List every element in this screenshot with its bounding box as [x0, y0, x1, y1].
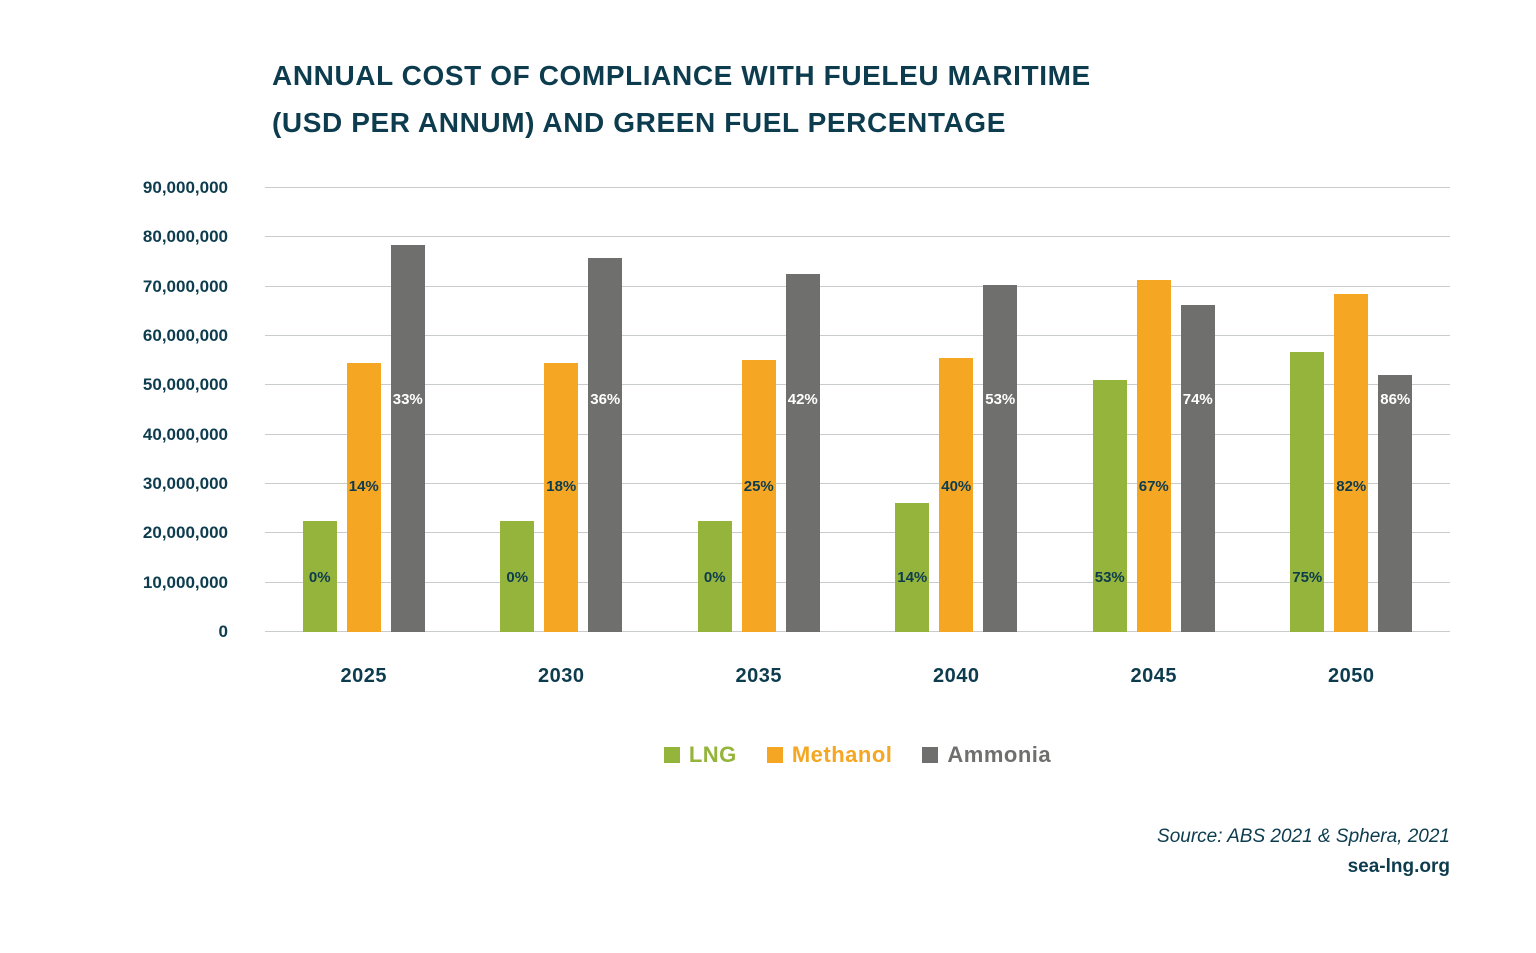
bar-lng-2030: 0% [500, 521, 535, 632]
legend-item-methanol: Methanol [766, 742, 893, 768]
green-fuel-pct-label: 40% [941, 478, 972, 495]
bar-group-2045: 53% 67% 74% [1055, 188, 1253, 632]
y-axis-tick-label: 30,000,000 [142, 474, 228, 493]
y-axis-tick-label: 50,000,000 [142, 375, 228, 395]
gridline [265, 384, 1450, 386]
legend-label: Ammonia [947, 742, 1052, 767]
gridline [265, 483, 1450, 484]
green-fuel-pct-label: 0% [308, 569, 331, 586]
bar-lng-2035: 0% [697, 521, 732, 632]
gridline [265, 532, 1450, 534]
bar-group-2030: 0% 18% 36% [463, 188, 661, 632]
source-block: Source: ABS 2021 & Sphera, 2021 sea-lng.… [1157, 826, 1450, 878]
legend-swatch-icon [663, 747, 680, 763]
source-text: Source: ABS 2021 & Sphera, 2021 [1157, 826, 1450, 847]
bar-lng-2025: 0% [302, 521, 337, 632]
green-fuel-pct-label: 53% [985, 391, 1016, 408]
bar-group-2035: 0% 25% 42% [660, 188, 858, 632]
x-axis-label-2050: 2050 [1328, 665, 1375, 687]
y-axis-tick-label: 40,000,000 [142, 424, 228, 444]
bar-lng-2050: 75% [1290, 351, 1325, 632]
bar-methanol-2050: 82% [1334, 293, 1369, 632]
chart-title-line2: (USD PER ANNUM) AND GREEN FUEL PERCENTAG… [272, 107, 1006, 138]
legend: LNG Methanol Ammonia [265, 742, 1450, 768]
bar-methanol-2035: 25% [741, 359, 776, 632]
chart-title: ANNUAL COST OF COMPLIANCE WITH FUELEU MA… [272, 52, 1091, 146]
bar-groups: 0% 14% 33% 0% 18% 36% 0% 25% 42% 14% 40% 53% 53% 67% 7… [265, 188, 1450, 632]
bar-ammonia-2035: 42% [785, 274, 820, 632]
y-axis-tick-label: 20,000,000 [142, 523, 228, 543]
x-axis-label-2040: 2040 [933, 665, 980, 687]
green-fuel-pct-label: 36% [590, 391, 621, 408]
green-fuel-pct-label: 0% [703, 569, 726, 586]
legend-label: Methanol [791, 742, 893, 767]
bar-group-2025: 0% 14% 33% [265, 188, 463, 632]
y-axis-tick-label: 70,000,000 [142, 276, 228, 296]
legend-item-lng: LNG [663, 742, 737, 768]
x-axis-label-2025: 2025 [340, 665, 387, 687]
x-axis: 2025 2030 2035 2040 2045 2050 [265, 632, 1450, 688]
gridline [265, 433, 1450, 435]
x-axis-label-2045: 2045 [1130, 665, 1177, 687]
bar-ammonia-2030: 36% [588, 258, 623, 632]
bar-lng-2045: 53% [1092, 380, 1127, 632]
y-axis: 0 10,000,000 20,000,000 30,000,000 40,000,00… [80, 178, 228, 641]
y-axis-tick-label: 80,000,000 [142, 227, 228, 247]
bar-methanol-2025: 14% [346, 363, 381, 632]
green-fuel-pct-label: 14% [348, 478, 379, 495]
bar-methanol-2045: 67% [1136, 280, 1171, 632]
bar-ammonia-2025: 33% [390, 244, 425, 632]
legend-label: LNG [688, 742, 737, 767]
gridline [265, 285, 1450, 287]
gridline [265, 187, 1450, 188]
green-fuel-pct-label: 67% [1138, 478, 1169, 495]
y-axis-tick-label: 0 [218, 622, 228, 641]
chart-title-line1: ANNUAL COST OF COMPLIANCE WITH FUELEU MA… [272, 60, 1091, 91]
green-fuel-pct-label: 18% [546, 478, 577, 495]
bar-methanol-2030: 18% [544, 363, 579, 632]
x-axis-label-2035: 2035 [735, 665, 782, 687]
bar-methanol-2040: 40% [939, 358, 974, 632]
green-fuel-pct-label: 42% [787, 391, 818, 408]
gridline [265, 581, 1450, 583]
green-fuel-pct-label: 82% [1336, 478, 1367, 495]
legend-item-ammonia: Ammonia [922, 742, 1051, 768]
bar-group-2050: 75% 82% 86% [1253, 188, 1451, 632]
bar-ammonia-2050: 86% [1378, 375, 1413, 632]
green-fuel-pct-label: 33% [392, 391, 423, 408]
gridline [265, 335, 1450, 336]
green-fuel-pct-label: 74% [1182, 391, 1213, 408]
bar-lng-2040: 14% [895, 502, 930, 632]
gridline [265, 236, 1450, 238]
y-axis-tick-label: 90,000,000 [142, 178, 228, 197]
x-axis-label-2030: 2030 [538, 665, 585, 687]
green-fuel-pct-label: 0% [506, 569, 529, 586]
green-fuel-pct-label: 14% [897, 569, 928, 586]
green-fuel-pct-label: 75% [1292, 569, 1323, 586]
gridline [265, 631, 1450, 632]
green-fuel-pct-label: 86% [1380, 391, 1411, 408]
y-axis-tick-label: 60,000,000 [142, 326, 228, 345]
bar-ammonia-2040: 53% [983, 285, 1018, 632]
plot-area: 0% 14% 33% 0% 18% 36% 0% 25% 42% 14% 40% 53% 53% 67% 7… [265, 187, 1450, 632]
green-fuel-pct-label: 53% [1094, 569, 1125, 586]
legend-swatch-icon [766, 747, 783, 763]
source-website: sea-lng.org [1347, 856, 1450, 877]
y-axis-tick-label: 10,000,000 [142, 572, 228, 592]
green-fuel-pct-label: 25% [743, 478, 774, 495]
bar-ammonia-2045: 74% [1180, 304, 1215, 632]
legend-swatch-icon [922, 747, 939, 763]
bar-group-2040: 14% 40% 53% [858, 188, 1056, 632]
